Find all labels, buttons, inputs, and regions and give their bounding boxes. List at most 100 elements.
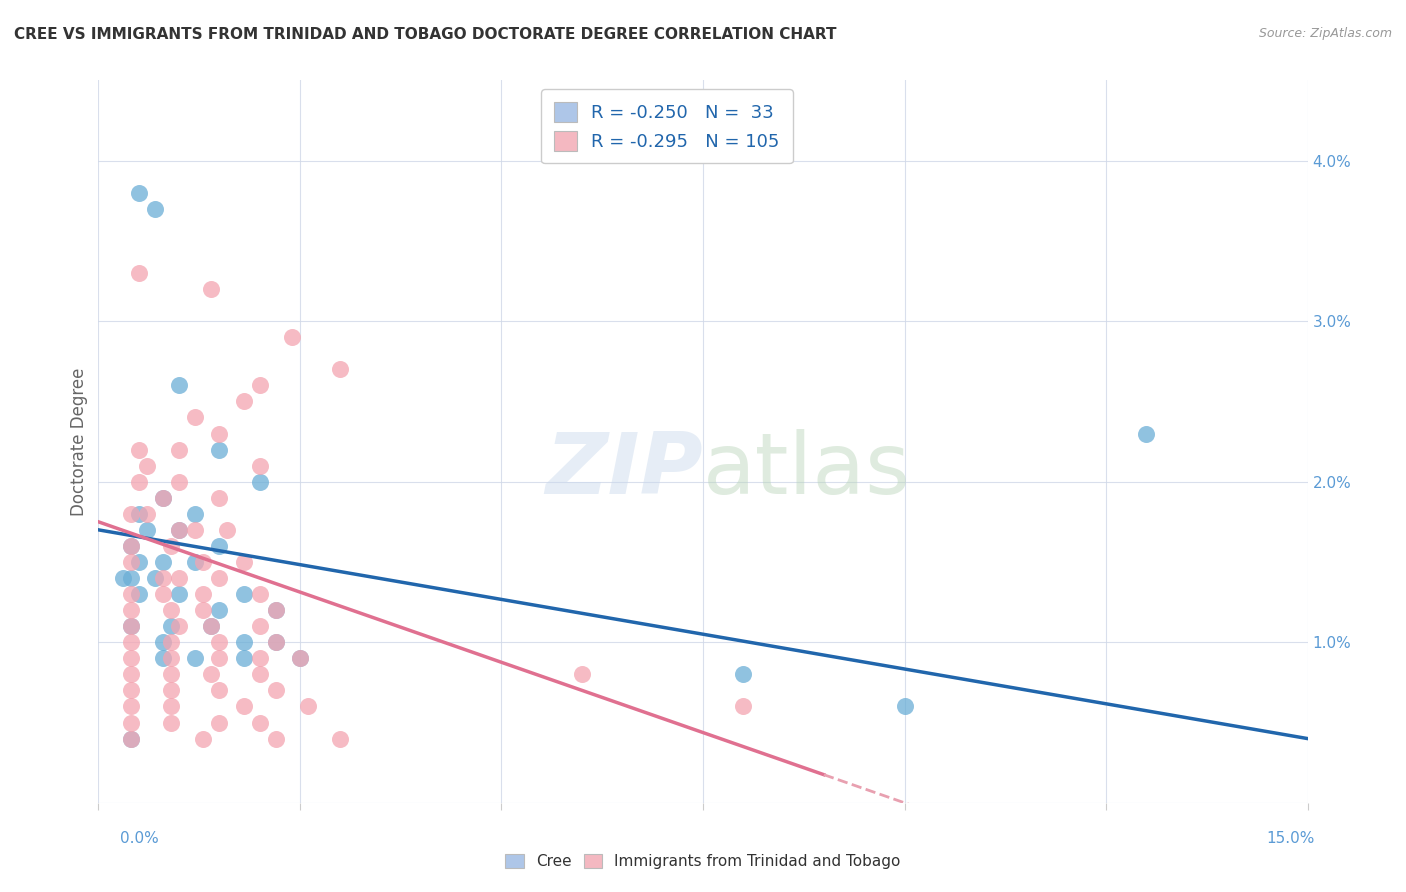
Point: [208, 715, 231, 730]
Text: atlas: atlas: [703, 429, 911, 512]
Point: [249, 667, 271, 681]
Point: [167, 523, 190, 537]
Point: [249, 715, 271, 730]
Text: CREE VS IMMIGRANTS FROM TRINIDAD AND TOBAGO DOCTORATE DEGREE CORRELATION CHART: CREE VS IMMIGRANTS FROM TRINIDAD AND TOB…: [14, 27, 837, 42]
Point: [143, 571, 166, 585]
Point: [167, 571, 190, 585]
Point: [232, 651, 254, 665]
Text: ZIP: ZIP: [546, 429, 703, 512]
Text: 0.0%: 0.0%: [120, 831, 159, 846]
Point: [152, 491, 174, 505]
Point: [128, 507, 150, 521]
Point: [152, 571, 174, 585]
Point: [120, 667, 142, 681]
Point: [208, 442, 231, 457]
Point: [208, 683, 231, 698]
Point: [217, 523, 239, 537]
Point: [264, 635, 287, 649]
Point: [128, 555, 150, 569]
Point: [208, 426, 231, 441]
Point: [297, 699, 319, 714]
Point: [281, 330, 304, 344]
Point: [208, 635, 231, 649]
Point: [249, 475, 271, 489]
Point: [120, 587, 142, 601]
Point: [193, 603, 215, 617]
Point: [120, 507, 142, 521]
Point: [193, 587, 215, 601]
Point: [167, 523, 190, 537]
Point: [232, 699, 254, 714]
Y-axis label: Doctorate Degree: Doctorate Degree: [70, 368, 89, 516]
Point: [733, 699, 755, 714]
Point: [152, 587, 174, 601]
Point: [152, 635, 174, 649]
Text: 15.0%: 15.0%: [1267, 831, 1315, 846]
Point: [193, 731, 215, 746]
Legend: R = -0.250   N =  33, R = -0.295   N = 105: R = -0.250 N = 33, R = -0.295 N = 105: [541, 89, 793, 163]
Point: [160, 619, 183, 633]
Point: [128, 186, 150, 200]
Point: [120, 699, 142, 714]
Point: [1135, 426, 1157, 441]
Point: [160, 603, 183, 617]
Point: [264, 731, 287, 746]
Point: [152, 491, 174, 505]
Point: [120, 555, 142, 569]
Point: [208, 539, 231, 553]
Point: [249, 458, 271, 473]
Point: [143, 202, 166, 216]
Point: [184, 507, 207, 521]
Point: [208, 571, 231, 585]
Point: [128, 266, 150, 280]
Point: [120, 539, 142, 553]
Point: [733, 667, 755, 681]
Point: [167, 442, 190, 457]
Point: [160, 715, 183, 730]
Point: [200, 619, 222, 633]
Point: [200, 619, 222, 633]
Point: [120, 539, 142, 553]
Text: Source: ZipAtlas.com: Source: ZipAtlas.com: [1258, 27, 1392, 40]
Point: [264, 635, 287, 649]
Point: [193, 555, 215, 569]
Point: [160, 667, 183, 681]
Point: [160, 539, 183, 553]
Point: [120, 651, 142, 665]
Point: [184, 523, 207, 537]
Point: [208, 491, 231, 505]
Point: [167, 587, 190, 601]
Point: [264, 683, 287, 698]
Point: [249, 378, 271, 392]
Point: [120, 683, 142, 698]
Point: [208, 603, 231, 617]
Point: [184, 555, 207, 569]
Point: [135, 523, 157, 537]
Point: [288, 651, 311, 665]
Point: [249, 619, 271, 633]
Point: [128, 475, 150, 489]
Point: [167, 378, 190, 392]
Point: [200, 282, 222, 296]
Point: [128, 587, 150, 601]
Point: [120, 731, 142, 746]
Point: [167, 619, 190, 633]
Point: [120, 603, 142, 617]
Point: [184, 651, 207, 665]
Point: [232, 587, 254, 601]
Point: [120, 571, 142, 585]
Point: [329, 362, 352, 376]
Point: [893, 699, 915, 714]
Point: [249, 651, 271, 665]
Point: [329, 731, 352, 746]
Point: [200, 667, 222, 681]
Point: [232, 635, 254, 649]
Point: [184, 410, 207, 425]
Point: [571, 667, 593, 681]
Point: [120, 635, 142, 649]
Point: [160, 683, 183, 698]
Point: [128, 442, 150, 457]
Point: [120, 731, 142, 746]
Point: [208, 651, 231, 665]
Point: [152, 651, 174, 665]
